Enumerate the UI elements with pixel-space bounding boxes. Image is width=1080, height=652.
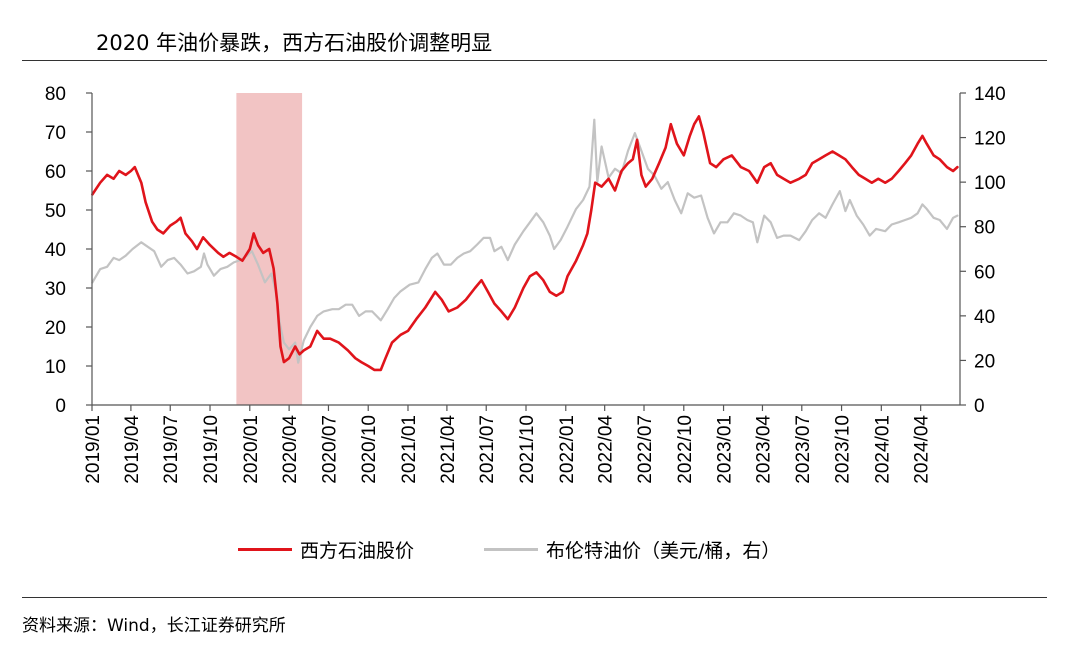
- y-left-tick-label: 50: [45, 201, 66, 222]
- x-tick-label: 2020/01: [241, 415, 262, 484]
- x-tick-label: 2021/04: [438, 415, 459, 484]
- y-right-tick-label: 140: [974, 84, 1006, 105]
- y-left-tick-label: 0: [55, 396, 66, 417]
- y-left-tick-label: 30: [45, 279, 66, 300]
- legend-label-brent: 布伦特油价（美元/桶，右）: [546, 539, 781, 562]
- x-tick-label: 2024/01: [872, 415, 893, 484]
- legend-item-occidental: 西方石油股价: [238, 534, 414, 564]
- legend-item-brent: 布伦特油价（美元/桶，右）: [484, 534, 780, 564]
- y-right-tick-label: 120: [974, 129, 1006, 150]
- y-left-tick-label: 40: [45, 240, 66, 261]
- x-tick-label: 2019/04: [122, 415, 143, 484]
- chart-svg: 0 10 20 30 40 50 60 70 80 0 20 40 60 80 100 120 140 2019/…: [45, 84, 1006, 484]
- x-tick-label: 2020/07: [319, 415, 340, 484]
- x-tick-label: 2023/04: [753, 415, 774, 484]
- x-tick-label: 2022/04: [596, 415, 617, 484]
- x-tick-label: 2020/04: [280, 415, 301, 484]
- axis-layer: 0 10 20 30 40 50 60 70 80 0 20 40 60 80 100 120 140 2019/…: [45, 84, 1006, 484]
- x-tick-label: 2019/01: [83, 415, 104, 484]
- x-tick-label: 2022/07: [635, 415, 656, 484]
- y-right-tick-label: 60: [974, 262, 995, 283]
- y-right-tick-label: 0: [974, 396, 985, 417]
- y-left-tick-label: 70: [45, 123, 66, 144]
- y-left-tick-label: 10: [45, 357, 66, 378]
- y-left-tick-label: 20: [45, 318, 66, 339]
- legend-swatch-occidental: [238, 547, 292, 551]
- legend-swatch-brent: [484, 547, 538, 551]
- x-tick-label: 2022/10: [675, 415, 696, 484]
- x-tick-label: 2021/01: [399, 415, 420, 484]
- x-tick-label: 2019/10: [201, 415, 222, 484]
- bottom-rule: [22, 597, 1047, 598]
- chart-title: 2020 年油价暴跌，西方石油股价调整明显: [96, 31, 493, 55]
- y-right-tick-label: 100: [974, 173, 1006, 194]
- series-line-occidental: [91, 115, 959, 372]
- y-left-tick-label: 80: [45, 84, 66, 105]
- y-left-tick-label: 60: [45, 162, 66, 183]
- x-tick-label: 2024/04: [912, 415, 933, 484]
- y-right-tick-label: 80: [974, 218, 995, 239]
- x-tick-label: 2022/01: [557, 415, 578, 484]
- x-tick-label: 2023/01: [715, 415, 736, 484]
- x-tick-label: 2021/10: [517, 415, 538, 484]
- y-right-tick-label: 20: [974, 351, 995, 372]
- legend-label-occidental: 西方石油股价: [300, 539, 415, 562]
- x-tick-label: 2023/07: [793, 415, 814, 484]
- series-line-brent: [91, 118, 959, 364]
- x-tick-label: 2021/07: [477, 415, 498, 484]
- x-tick-label: 2023/10: [833, 415, 854, 484]
- top-rule: [22, 60, 1047, 61]
- y-right-tick-label: 40: [974, 307, 995, 328]
- source-note: 资料来源：Wind，长江证券研究所: [22, 616, 286, 636]
- x-tick-label: 2019/07: [161, 415, 182, 484]
- series-layer: [91, 115, 959, 372]
- x-tick-label: 2020/10: [359, 415, 380, 484]
